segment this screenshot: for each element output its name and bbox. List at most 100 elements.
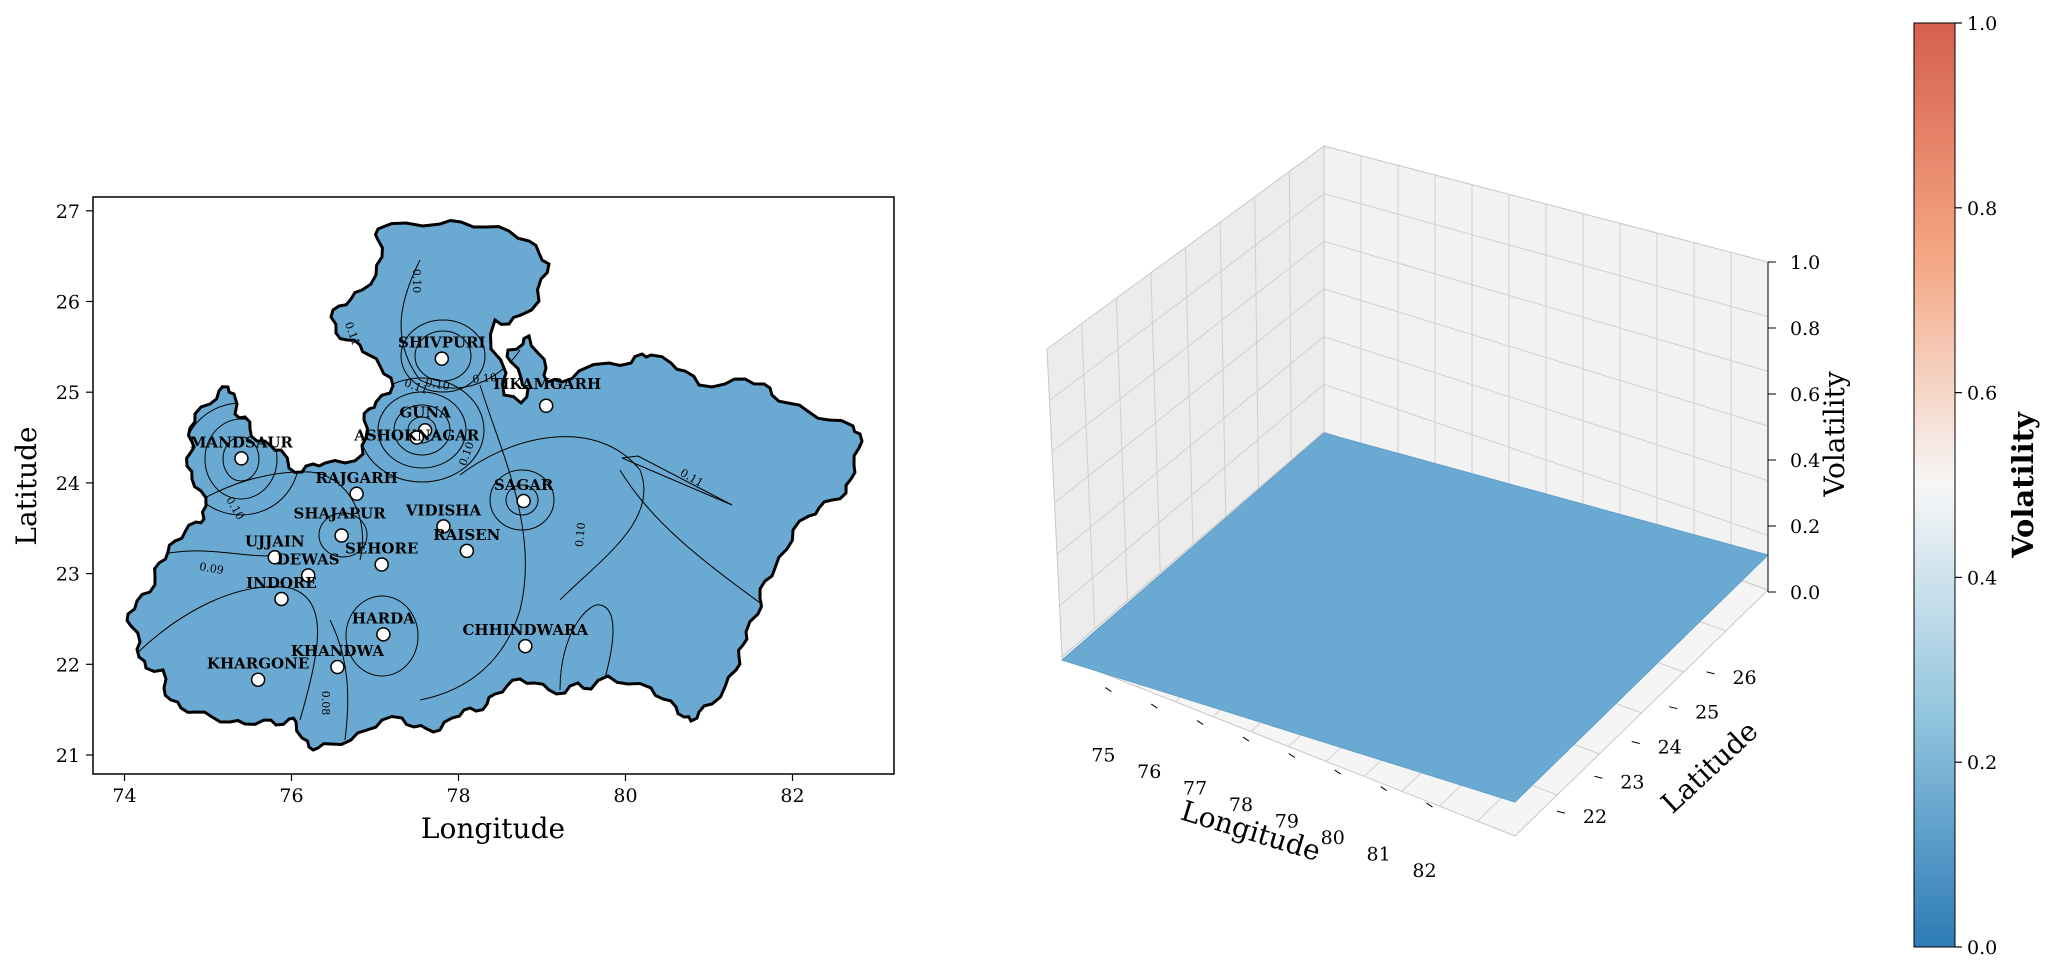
x-tick [1334, 769, 1342, 775]
x-tick-label: 82 [780, 785, 804, 807]
contour-line [619, 469, 771, 611]
contour-line [393, 404, 451, 456]
map-y-axis-label: Latitude [10, 426, 43, 545]
x-tick [1426, 802, 1433, 808]
city-label: INDORE [246, 574, 317, 592]
colorbar-tick-label: 1.0 [1967, 13, 1997, 35]
city-marker [234, 451, 249, 466]
surface-z-axis-label: Volatility [1818, 371, 1851, 498]
city-label: VIDISHA [405, 501, 482, 519]
contour-line [505, 484, 539, 516]
colorbar-tick-label: 0.2 [1967, 752, 1997, 774]
grid-line [1323, 193, 1769, 318]
city-label: DEWAS [277, 550, 340, 568]
contour-label: 0.08 [319, 691, 332, 716]
x-tick-label: 75 [1091, 745, 1115, 767]
y-tick-label: 26 [56, 292, 80, 314]
x-tick [1105, 687, 1112, 693]
y-tick-label: 22 [56, 654, 80, 676]
city-label: RAJGARH [315, 469, 397, 487]
city-label: SEHORE [345, 540, 418, 558]
contour-label: 0.09 [198, 560, 224, 577]
map-x-axis-label: Longitude [421, 812, 565, 845]
z-tick-label: 1.0 [1790, 252, 1820, 274]
city-marker [409, 430, 424, 445]
contour-line [345, 595, 419, 677]
contour-line [621, 455, 733, 506]
colorbar-gradient [1913, 22, 1956, 948]
city-label: MANDSAUR [190, 433, 294, 451]
map-y-ticks: 21 22 23 24 25 26 27 [56, 201, 93, 767]
contour-line [329, 619, 349, 741]
city-label: SHAJAPUR [293, 505, 386, 523]
colorbar-tick-label: 0.4 [1967, 567, 1997, 589]
colorbar-tick-label: 0.6 [1967, 383, 1997, 405]
y-tick-label: 26 [1732, 667, 1756, 689]
grid-line [1254, 196, 1259, 489]
grid-line [1323, 383, 1769, 536]
city-marker [334, 528, 349, 543]
surface-y-axis-label: Latitude [1655, 714, 1765, 819]
surface-panel: 75 76 77 78 79 80 81 82 22 23 24 25 26 0.0 0.2 0.4 0.6 0.… [1046, 145, 1851, 882]
colorbar-tick-label: 0.8 [1967, 198, 1997, 220]
contour-label: 0.10 [472, 371, 498, 386]
x-tick-label: 78 [1229, 794, 1253, 816]
city-marker [349, 486, 364, 502]
contour-line [377, 391, 467, 469]
city-marker [250, 672, 266, 687]
y-tick-label: 21 [56, 745, 80, 767]
y-tick-label: 24 [1658, 736, 1682, 758]
city-label: SHIVPURI [398, 334, 486, 352]
grid-line [1150, 272, 1161, 573]
y-tick-label: 25 [56, 382, 80, 404]
city-markers: SHIVPURI TIKAMGARH GUNA ASHOKNAGAR MANDSAUR R… [190, 334, 601, 687]
grid-line [1323, 288, 1769, 427]
city-label: CHHINDWARA [462, 621, 588, 639]
x-tick-label: 81 [1367, 844, 1391, 866]
grid-line [1115, 298, 1128, 601]
grid-line [1185, 247, 1194, 545]
city-label: TIKAMGARH [491, 375, 601, 393]
city-marker [434, 351, 450, 366]
y-tick-label: 25 [1695, 702, 1719, 724]
contour-label: 0.10 [573, 522, 588, 548]
city-marker [459, 543, 475, 559]
grid-line [1219, 222, 1227, 517]
y-tick [1594, 775, 1603, 779]
y-tick-label: 23 [56, 564, 80, 586]
y-tick [1706, 671, 1715, 675]
contour-line [400, 319, 486, 393]
colorbar-ticks: 0.0 0.2 0.4 0.6 0.8 1.0 [1955, 13, 1997, 959]
city-marker [376, 627, 391, 642]
x-tick [1242, 736, 1250, 742]
contour-label: 0.10 [410, 269, 423, 294]
axes-3d: 75 76 77 78 79 80 81 82 22 23 24 25 26 0.0 0.2 0.4 0.6 0.… [1091, 252, 1820, 882]
city-marker [274, 591, 289, 607]
x-tick [1150, 703, 1158, 709]
x-tick-label: 76 [279, 785, 303, 807]
city-label: UJJAIN [245, 532, 305, 550]
colorbar: 0.0 0.2 0.4 0.6 0.8 1.0 Volatility [1913, 13, 2040, 959]
contour-label: 0.10 [424, 376, 450, 393]
x-tick-label: 80 [613, 785, 637, 807]
contour-line [169, 471, 364, 561]
contour-line [407, 416, 437, 444]
contour-line [129, 586, 318, 721]
grid-line [1081, 323, 1096, 629]
z-tick-label: 0.6 [1790, 384, 1820, 406]
x-tick-label: 82 [1412, 860, 1436, 882]
city-label: HARDA [352, 609, 415, 627]
map-panel: 0.100.110.10 0.100.110.100.090.100.110.10… [10, 196, 895, 845]
y-tick-label: 27 [56, 201, 80, 223]
y-tick [1631, 740, 1640, 744]
grid-line [1323, 240, 1769, 372]
grid-line [1323, 336, 1769, 482]
city-marker [330, 659, 345, 675]
city-marker [267, 550, 283, 565]
city-label: ASHOKNAGAR [353, 427, 480, 445]
z-tick-label: 0.8 [1790, 318, 1820, 340]
z-tick-label: 0.2 [1790, 516, 1820, 538]
city-label: KHANDWA [291, 642, 384, 660]
city-marker [436, 519, 451, 534]
